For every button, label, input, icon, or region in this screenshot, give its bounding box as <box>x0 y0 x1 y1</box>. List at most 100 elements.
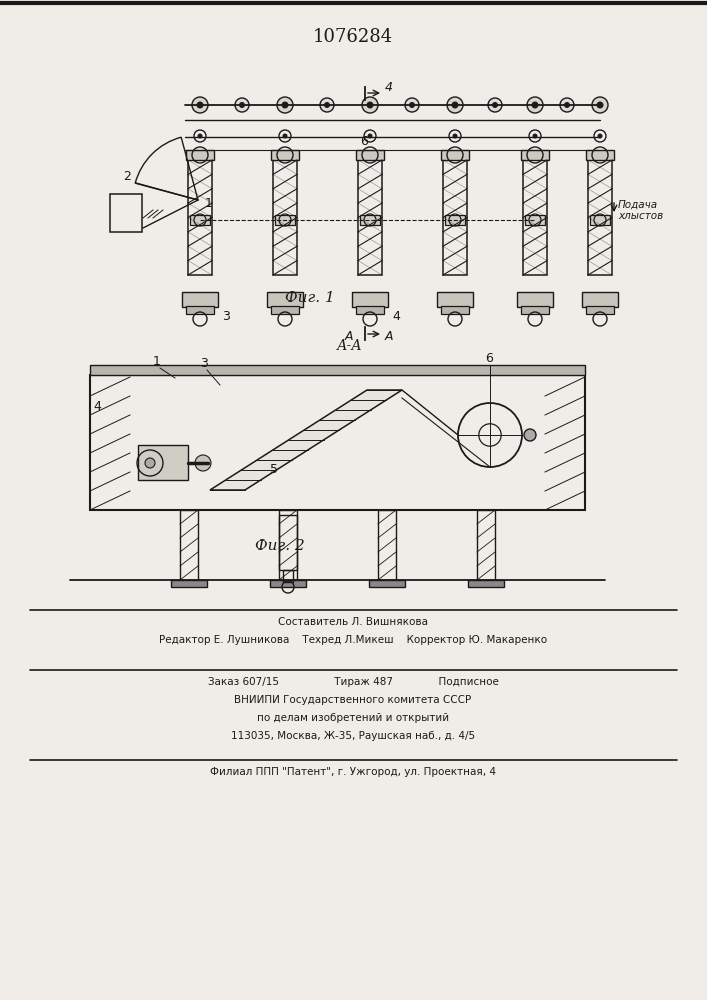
Circle shape <box>527 97 543 113</box>
Bar <box>523 160 547 275</box>
Bar <box>273 160 297 275</box>
Bar <box>283 570 293 582</box>
Bar <box>521 306 549 314</box>
Bar <box>110 194 142 232</box>
Bar <box>356 150 384 160</box>
Circle shape <box>447 97 463 113</box>
Circle shape <box>405 98 419 112</box>
Bar <box>590 215 610 225</box>
Text: А-А: А-А <box>337 339 363 353</box>
Text: 4: 4 <box>385 81 393 94</box>
Text: Подача
хлыстов: Подача хлыстов <box>618 199 663 221</box>
Circle shape <box>560 98 574 112</box>
Bar <box>369 580 405 587</box>
Text: 3: 3 <box>200 357 208 370</box>
Circle shape <box>368 134 372 138</box>
Text: А: А <box>345 330 354 343</box>
Circle shape <box>235 98 249 112</box>
Bar <box>441 150 469 160</box>
Text: Фиг. 1: Фиг. 1 <box>285 291 335 305</box>
Bar <box>279 510 297 580</box>
Circle shape <box>197 102 203 108</box>
Bar <box>279 515 297 570</box>
Circle shape <box>453 134 457 138</box>
Bar <box>586 306 614 314</box>
Circle shape <box>283 134 287 138</box>
Circle shape <box>488 98 502 112</box>
Bar <box>477 510 495 580</box>
Text: Составитель Л. Вишнякова: Составитель Л. Вишнякова <box>278 617 428 627</box>
Circle shape <box>532 102 538 108</box>
Polygon shape <box>210 390 402 490</box>
Bar <box>358 160 382 275</box>
Bar <box>588 160 612 275</box>
Bar <box>525 215 545 225</box>
Bar <box>267 292 303 307</box>
Circle shape <box>198 134 202 138</box>
Circle shape <box>362 97 378 113</box>
Bar <box>441 306 469 314</box>
Text: 2: 2 <box>123 170 131 183</box>
Bar <box>270 580 306 587</box>
Bar <box>186 150 214 160</box>
Text: 3: 3 <box>222 310 230 323</box>
Bar <box>275 215 295 225</box>
Circle shape <box>192 97 208 113</box>
Bar <box>188 160 212 275</box>
Text: 1: 1 <box>153 355 161 368</box>
Circle shape <box>533 134 537 138</box>
Text: 5: 5 <box>270 463 278 476</box>
Bar <box>445 215 465 225</box>
Bar <box>171 580 207 587</box>
Circle shape <box>493 103 498 107</box>
Bar <box>468 580 504 587</box>
Bar <box>517 292 553 307</box>
Bar <box>190 215 210 225</box>
Bar <box>378 510 396 580</box>
Circle shape <box>320 98 334 112</box>
Bar <box>90 365 585 375</box>
Circle shape <box>409 103 414 107</box>
Text: 4: 4 <box>93 400 101 413</box>
Bar <box>271 150 299 160</box>
Circle shape <box>598 134 602 138</box>
Bar <box>352 292 388 307</box>
Text: ВНИИПИ Государственного комитета СССР: ВНИИПИ Государственного комитета СССР <box>235 695 472 705</box>
Text: 6: 6 <box>360 135 368 148</box>
Circle shape <box>145 458 155 468</box>
Circle shape <box>195 455 211 471</box>
Circle shape <box>367 102 373 108</box>
Text: Филиал ППП "Патент", г. Ужгород, ул. Проектная, 4: Филиал ППП "Патент", г. Ужгород, ул. Про… <box>210 767 496 777</box>
Text: 1076284: 1076284 <box>313 28 393 46</box>
Bar <box>360 215 380 225</box>
Circle shape <box>240 103 245 107</box>
Bar <box>271 306 299 314</box>
Text: 4: 4 <box>392 310 400 323</box>
Circle shape <box>524 429 536 441</box>
Text: А: А <box>385 330 394 343</box>
Circle shape <box>325 103 329 107</box>
Bar <box>521 150 549 160</box>
Bar <box>582 292 618 307</box>
Bar <box>90 375 585 510</box>
Bar <box>437 292 473 307</box>
Text: Заказ 607/15                 Тираж 487              Подписное: Заказ 607/15 Тираж 487 Подписное <box>208 677 498 687</box>
Circle shape <box>597 102 603 108</box>
Text: 1: 1 <box>205 197 213 210</box>
Text: Редактор Е. Лушникова    Техред Л.Микеш    Корректор Ю. Макаренко: Редактор Е. Лушникова Техред Л.Микеш Кор… <box>159 635 547 645</box>
Bar <box>180 510 198 580</box>
Circle shape <box>452 102 458 108</box>
Text: Фиг. 2: Фиг. 2 <box>255 539 305 553</box>
Bar <box>356 306 384 314</box>
Text: 6: 6 <box>485 352 493 365</box>
Text: 113035, Москва, Ж-35, Раушская наб., д. 4/5: 113035, Москва, Ж-35, Раушская наб., д. … <box>231 731 475 741</box>
Circle shape <box>277 97 293 113</box>
Bar <box>182 292 218 307</box>
Circle shape <box>282 102 288 108</box>
Bar <box>586 150 614 160</box>
Bar <box>443 160 467 275</box>
Bar <box>186 306 214 314</box>
Circle shape <box>564 103 570 107</box>
Bar <box>138 445 188 480</box>
Text: по делам изобретений и открытий: по делам изобретений и открытий <box>257 713 449 723</box>
